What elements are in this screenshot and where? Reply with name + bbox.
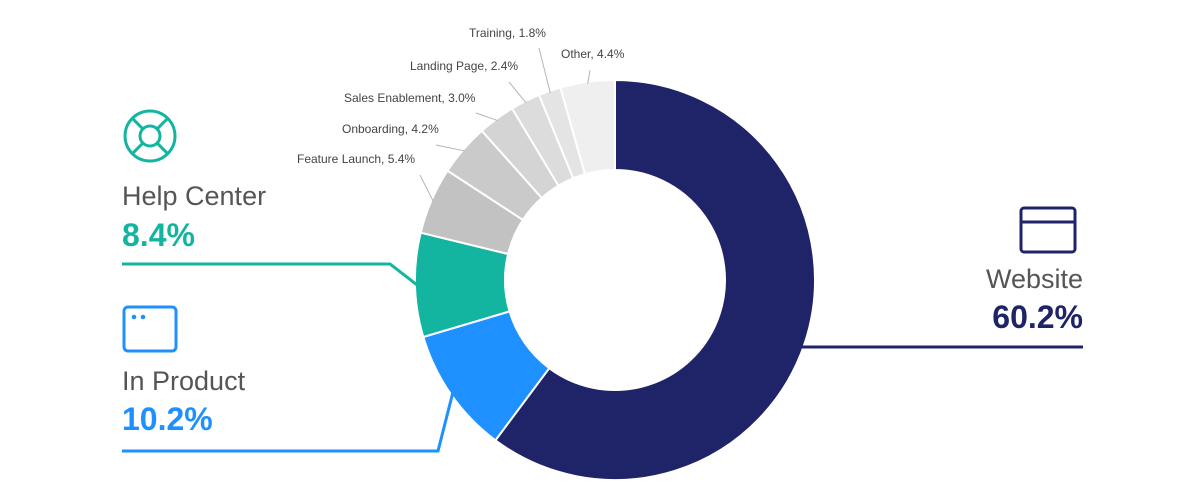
website-name: Website (986, 264, 1083, 294)
help-center-percent: 8.4% (122, 217, 195, 253)
browser-window-icon (1019, 206, 1077, 254)
website-percent: 60.2% (992, 299, 1083, 335)
leader-line-sales-enablement (475, 112, 498, 122)
app-window-icon (122, 305, 178, 353)
in-product-name: In Product (122, 366, 246, 396)
leader-line-landing-page (508, 81, 527, 104)
in-product-callout: In Product 10.2% (122, 305, 246, 437)
slice-label-training: Training, 1.8% (469, 26, 546, 40)
help-center-callout: Help Center 8.4% (122, 109, 266, 253)
leader-line-other (587, 69, 591, 84)
slice-label-onboarding: Onboarding, 4.2% (342, 122, 439, 136)
slice-website (494, 78, 817, 481)
leader-line-training (538, 47, 551, 93)
slice-label-feature-launch: Feature Launch, 5.4% (297, 152, 415, 166)
slice-label-landing-page: Landing Page, 2.4% (410, 59, 518, 73)
leader-line-onboarding (435, 144, 465, 152)
lifebuoy-icon (123, 109, 177, 163)
help-center-name: Help Center (122, 181, 266, 211)
website-callout: Website 60.2% (986, 206, 1083, 335)
leader-line-feature-launch (419, 174, 434, 202)
leader-lines (122, 47, 1083, 453)
slice-label-other: Other, 4.4% (561, 47, 625, 61)
leader-line-in-product (122, 392, 455, 453)
leader-line-help-center (122, 262, 418, 287)
slice-other (559, 78, 616, 176)
donut-slices (414, 78, 817, 481)
in-product-percent: 10.2% (122, 401, 213, 437)
slice-label-sales-enablement: Sales Enablement, 3.0% (344, 91, 476, 105)
